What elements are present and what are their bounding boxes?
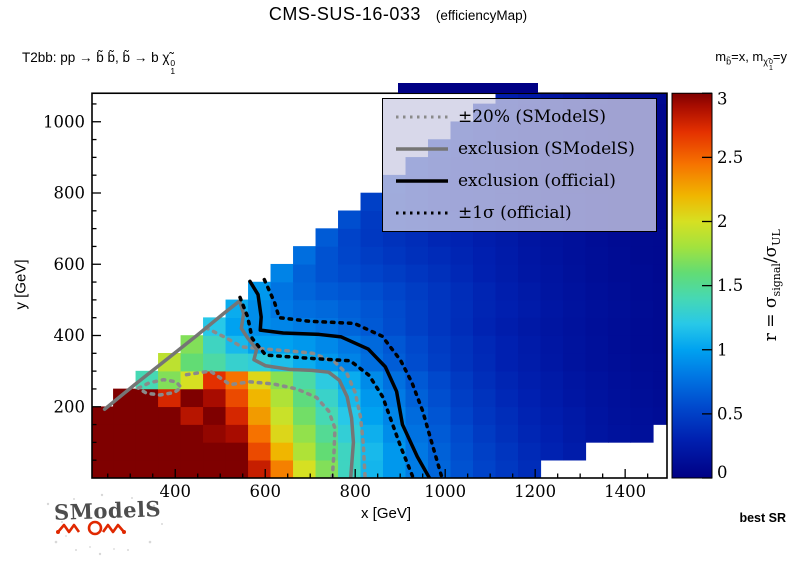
x-tick-label: 1400: [604, 482, 646, 501]
legend-dotted-line-sample: [396, 211, 448, 215]
y-tick-label: 200: [54, 397, 86, 416]
contour-minus1sigma-official: [238, 295, 415, 478]
contour-exclusion-smodels: [102, 299, 356, 478]
legend: ±20% (SModelS) exclusion (SModelS) exclusi…: [382, 98, 657, 232]
watermark-text: SModelS: [53, 496, 162, 525]
mass-axes-note: mb̃=x, mχ̃ 0 1 =y: [715, 49, 787, 72]
x-axis-title: x [GeV]: [360, 505, 412, 522]
contours: [102, 277, 444, 478]
legend-label: ±20% (SModelS): [458, 107, 607, 127]
axis-ticks: [92, 103, 649, 478]
axis-tick-labels: 400 600 800 1000 1200 1400 200 400 600 800 1000: [43, 112, 646, 501]
best-sr-label: best SR: [739, 511, 786, 525]
contour-pm20-smodels-upper: [204, 325, 367, 478]
legend-solid-line-sample: [396, 147, 448, 151]
y-tick-label: 400: [54, 326, 86, 345]
x-tick-label: 1200: [514, 482, 556, 501]
legend-label: exclusion (SModelS): [458, 139, 635, 159]
smodels-logo: SModelS: [42, 492, 172, 562]
colorbar-tick-label: 2: [717, 212, 728, 231]
colorbar-tick-label: 1: [717, 340, 728, 359]
y-axis-title: y [GeV]: [12, 259, 30, 310]
contour-pm20-smodels-island: [136, 377, 183, 397]
x-tick-label: 600: [249, 482, 281, 501]
logo-decay-squiggle: [57, 520, 125, 536]
page-title: CMS-SUS-16-033: [268, 4, 421, 24]
plot-frame: [91, 92, 668, 479]
y-tick-label: 800: [54, 184, 86, 203]
contour-pm20-smodels-lower: [184, 369, 337, 478]
plot-title-row: CMS-SUS-16-033 (efficiencyMap): [0, 4, 796, 25]
page-subtitle: (efficiencyMap): [435, 8, 528, 23]
contour-exclusion-official: [248, 279, 432, 478]
pad-top-strip: [398, 83, 538, 93]
colorbar-tick-label: 3: [717, 89, 728, 108]
legend-dotted-line-sample: [396, 115, 448, 119]
colorbar-ticks: [702, 92, 712, 479]
legend-label: exclusion (official): [458, 171, 616, 191]
x-tick-label: 400: [159, 482, 191, 501]
colorbar-tick-labels: 0 0.5 1 1.5 2 2.5 3: [717, 89, 743, 482]
x-tick-label: 1000: [424, 482, 466, 501]
legend-solid-line-sample: [396, 179, 448, 183]
legend-item-2: exclusion (official): [383, 166, 656, 197]
colorbar-tick-label: 2.5: [717, 148, 743, 167]
contour-plus1sigma-official: [262, 277, 444, 478]
y-tick-label: 1000: [43, 112, 85, 131]
legend-label: ±1σ (official): [458, 203, 572, 223]
colorbar-title: r = σsignal/σUL: [760, 229, 784, 342]
colorbar-tick-label: 0: [717, 463, 728, 482]
smodels-logo-art: [46, 493, 163, 556]
legend-item-1: exclusion (SModelS): [383, 134, 656, 165]
y-tick-label: 600: [54, 255, 86, 274]
colorbar-tick-label: 1.5: [717, 276, 743, 295]
colorbar-tick-label: 0.5: [717, 404, 743, 423]
logo-speckles: [46, 493, 163, 556]
legend-item-0: ±20% (SModelS): [383, 102, 656, 133]
x-tick-label: 800: [339, 482, 371, 501]
heatmap-cells: [92, 93, 667, 478]
legend-item-3: ±1σ (official): [383, 198, 656, 229]
process-label: T2bb: pp → b̃ b̃, b̃ → b χ̃ 0 1: [22, 50, 176, 76]
